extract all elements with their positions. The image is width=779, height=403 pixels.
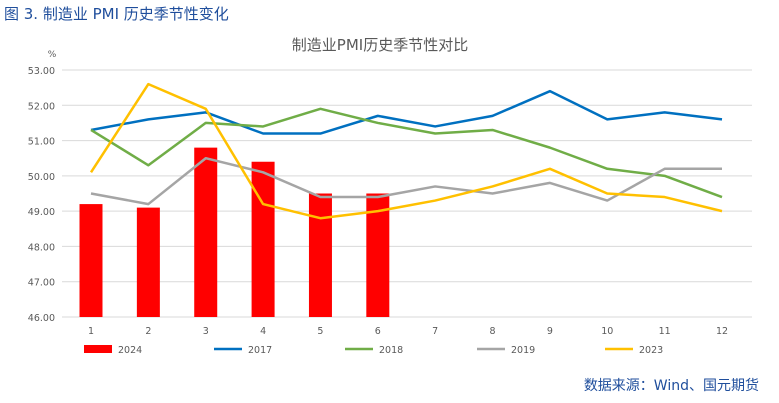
- chart-title: 制造业PMI历史季节性对比: [292, 36, 468, 54]
- y-axis-unit: %: [48, 50, 57, 60]
- legend-label: 2018: [379, 345, 403, 356]
- x-tick-label: 4: [260, 326, 266, 337]
- x-tick-label: 8: [490, 326, 496, 337]
- x-tick-label: 5: [317, 326, 323, 337]
- source-note: 数据来源：Wind、国元期货: [583, 378, 759, 394]
- bar-2024: [308, 193, 332, 317]
- y-tick-label: 47.00: [28, 278, 55, 289]
- x-tick-label: 10: [601, 326, 613, 337]
- line-2019: [90, 156, 722, 206]
- x-tick-label: 3: [203, 326, 209, 337]
- x-tick-label: 12: [716, 326, 728, 337]
- y-tick-label: 49.00: [28, 207, 55, 218]
- line-2017: [90, 89, 723, 135]
- y-tick-label: 53.00: [28, 66, 55, 77]
- bar-2024: [251, 161, 275, 317]
- bar-2024: [366, 193, 390, 317]
- bar-2024: [136, 207, 160, 317]
- legend-swatch: [84, 345, 112, 353]
- figure-title: 图 3. 制造业 PMI 历史季节性变化: [4, 5, 229, 23]
- x-tick-label: 6: [375, 326, 381, 337]
- legend-label: 2019: [511, 345, 535, 356]
- bar-2024: [194, 147, 218, 317]
- y-tick-label: 46.00: [28, 313, 55, 324]
- line-2018: [90, 107, 723, 199]
- legend-label: 2023: [639, 345, 663, 356]
- x-tick-label: 7: [432, 326, 438, 337]
- x-tick-label: 1: [88, 326, 94, 337]
- x-tick-label: 11: [659, 326, 671, 337]
- y-tick-label: 48.00: [28, 242, 55, 253]
- x-tick-label: 2: [145, 326, 151, 337]
- legend-label: 2024: [118, 345, 142, 356]
- legend-label: 2017: [248, 345, 272, 356]
- y-tick-label: 50.00: [28, 172, 55, 183]
- y-tick-label: 51.00: [28, 137, 55, 148]
- line-2023: [89, 82, 723, 220]
- y-tick-label: 52.00: [28, 101, 55, 112]
- x-tick-label: 9: [547, 326, 553, 337]
- bar-2024: [79, 204, 103, 317]
